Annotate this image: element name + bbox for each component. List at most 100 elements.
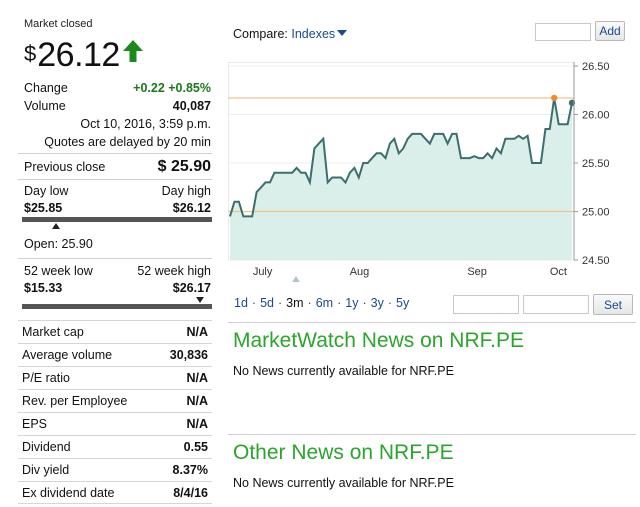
week52-range-bar	[22, 304, 212, 309]
week52-low-value: $15.33	[24, 281, 63, 295]
day-range-values: $25.85 $26.12	[24, 201, 211, 215]
stat-row: Dividend 0.55	[18, 435, 212, 458]
change-label: Change	[24, 81, 68, 95]
compare-dropdown[interactable]: Indexes	[291, 27, 348, 41]
delay-row: Quotes are delayed by 20 min	[24, 135, 211, 149]
chevron-down-icon	[337, 30, 348, 36]
set-button[interactable]: Set	[593, 294, 633, 315]
period-separator: ·	[251, 296, 257, 310]
period-5d[interactable]: 5d	[260, 296, 274, 310]
week52-high-label: 52 week high	[137, 264, 211, 278]
period-1y[interactable]: 1y	[345, 296, 359, 310]
price-value: 26.12	[37, 36, 120, 74]
price-chart[interactable]: 24.50 25.00 25.50 26.00 26.50 July Aug Sep Oct	[228, 62, 636, 294]
stat-label: Average volume	[22, 348, 113, 362]
open-marker-icon	[52, 223, 60, 229]
y-tick-label: 25.50	[582, 158, 610, 170]
day-range-labels: Day low Day high	[24, 184, 211, 198]
period-selector: 1d · 5d · 3m · 6m · 1y · 3y · 5y	[234, 296, 409, 310]
period-1d[interactable]: 1d	[234, 296, 248, 310]
stat-value: N/A	[186, 371, 208, 385]
day-high-label: Day high	[161, 184, 211, 198]
divider	[228, 322, 636, 323]
end-date-input[interactable]	[523, 295, 589, 314]
stat-row: EPS N/A	[18, 412, 212, 435]
stat-value: 0.55	[183, 440, 208, 454]
open-row: Open: 25.90	[24, 237, 211, 251]
stat-row: Div yield 8.37%	[18, 458, 212, 481]
change-row: Change +0.22 +0.85%	[24, 81, 211, 95]
x-tick-label: Sep	[467, 266, 487, 278]
compare-symbol-input[interactable]	[535, 23, 591, 41]
divider	[18, 153, 212, 154]
week52-low-label: 52 week low	[24, 264, 93, 278]
stat-value: N/A	[186, 417, 208, 431]
period-separator: ·	[337, 296, 342, 310]
key-stats-table: Market cap N/A Average volume 30,836 P/E r…	[18, 320, 212, 504]
previous-close-value: $ 25.90	[157, 158, 211, 175]
period-5y[interactable]: 5y	[396, 296, 410, 310]
day-high-value: $26.12	[172, 201, 211, 215]
stat-label: EPS	[22, 417, 48, 431]
stat-label: P/E ratio	[22, 371, 70, 385]
stat-value: 8.37%	[172, 463, 208, 477]
period-3m[interactable]: 3m	[286, 296, 304, 310]
marketwatch-news-title: MarketWatch News on NRF.PE	[233, 329, 524, 352]
quote-panel: Market closed $ 26.12 Change +0.22 +0.85…	[0, 0, 218, 507]
series-line	[229, 97, 573, 218]
other-news-empty: No News currently available for NRF.PE	[233, 476, 454, 490]
volume-row: Volume 40,087	[24, 99, 211, 113]
week52-high-value: $26.17	[172, 281, 211, 295]
stat-row: Ex dividend date 8/4/16	[18, 481, 212, 504]
volume-label: Volume	[24, 99, 66, 113]
previous-close-label: Previous close	[24, 160, 106, 174]
delay-note: Quotes are delayed by 20 min	[44, 135, 211, 149]
y-tick-label: 26.50	[582, 62, 610, 73]
currency-symbol: $	[24, 41, 37, 66]
previous-close-row: Previous close $ 25.90	[24, 158, 211, 176]
add-button[interactable]: Add	[595, 21, 625, 41]
stat-value: N/A	[186, 325, 208, 339]
stat-label: Dividend	[22, 440, 71, 454]
open-value: Open: 25.90	[24, 237, 93, 251]
period-separator: ·	[362, 296, 367, 310]
y-tick-label: 25.00	[582, 207, 610, 219]
x-tick-label: Oct	[550, 266, 567, 278]
stat-row: P/E ratio N/A	[18, 366, 212, 389]
day-range-bar	[22, 217, 212, 222]
last-price: $ 26.12	[24, 36, 143, 76]
divider	[18, 179, 212, 180]
compare-control: Compare: Indexes	[233, 27, 348, 41]
stat-row: Rev. per Employee N/A	[18, 389, 212, 412]
market-status: Market closed	[24, 18, 93, 30]
current-price-marker-icon	[196, 297, 204, 303]
period-separator: ·	[387, 296, 392, 310]
stat-row: Average volume 30,836	[18, 343, 212, 366]
stat-label: Div yield	[22, 463, 70, 477]
y-tick-label: 24.50	[582, 255, 610, 267]
marketwatch-news-empty: No News currently available for NRF.PE	[233, 364, 454, 378]
stat-label: Market cap	[22, 325, 84, 339]
timestamp-row: Oct 10, 2016, 3:59 p.m.	[24, 117, 211, 131]
period-6m[interactable]: 6m	[315, 296, 334, 310]
stat-row: Market cap N/A	[18, 320, 212, 343]
stat-value: N/A	[186, 394, 208, 408]
start-date-input[interactable]	[453, 295, 519, 314]
period-3y[interactable]: 3y	[370, 296, 384, 310]
period-separator: ·	[307, 296, 312, 310]
period-separator: ·	[277, 296, 283, 310]
day-low-value: $25.85	[24, 201, 63, 215]
week52-labels: 52 week low 52 week high	[24, 264, 211, 278]
x-tick-label: July	[253, 266, 273, 278]
change-value: +0.22 +0.85%	[133, 81, 211, 95]
compare-dropdown-label: Indexes	[291, 27, 336, 41]
week52-values: $15.33 $26.17	[24, 281, 211, 295]
high-point-marker	[551, 94, 558, 102]
volume-value: 40,087	[172, 99, 211, 113]
y-tick-label: 26.00	[582, 110, 610, 122]
other-news-title: Other News on NRF.PE	[233, 441, 454, 464]
stat-value: 30,836	[169, 348, 208, 362]
stat-label: Rev. per Employee	[22, 394, 128, 408]
up-arrow-icon	[122, 40, 143, 65]
divider	[18, 258, 212, 259]
